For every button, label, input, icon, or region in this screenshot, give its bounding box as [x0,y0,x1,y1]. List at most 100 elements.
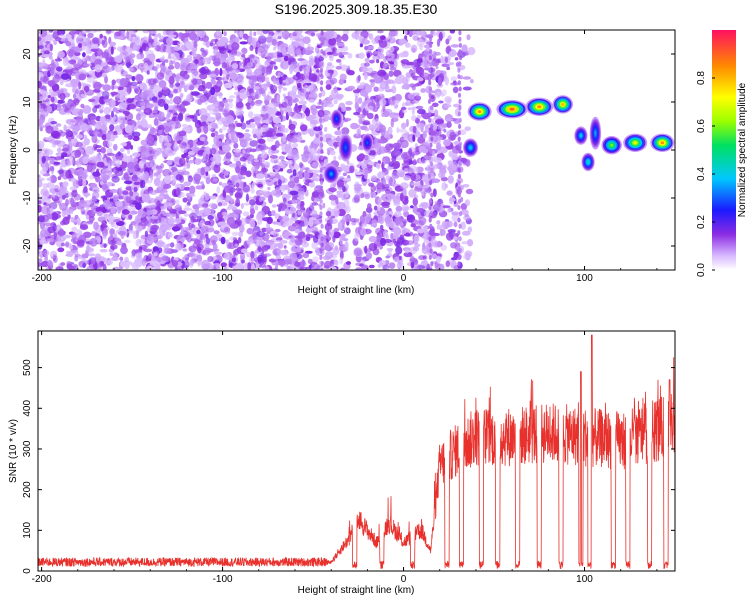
heatmap-noise-cell [307,169,316,174]
heatmap-noise-cell [275,172,280,178]
heatmap-noise-cell [203,125,209,134]
heatmap-noise-cell [367,161,375,166]
heatmap-noise-cell [41,156,46,164]
heatmap-noise-cell [62,181,69,188]
heatmap-noise-cell [66,208,75,213]
heatmap-noise-cell [391,37,395,41]
heatmap-noise-cell [156,45,162,52]
heatmap-noise-cell [246,72,252,77]
heatmap-noise-cell [46,105,53,113]
heatmap-noise-cell [56,99,65,104]
heatmap-noise-cell [231,257,237,263]
heatmap-noise-cell [325,210,332,217]
heatmap-noise-cell [65,41,71,47]
heatmap-noise-cell [272,106,277,115]
heatmap-noise-cell [119,256,124,261]
heatmap-noise-cell [253,233,257,238]
heatmap-noise-cell [435,91,441,99]
heatmap-noise-cell [231,69,240,73]
heatmap-noise-cell [98,108,104,114]
heatmap-noise-cell [202,57,211,65]
heatmap-noise-cell [185,43,191,48]
heatmap-noise-cell [78,73,86,81]
heatmap-noise-cell [51,175,57,184]
heatmap-noise-cell [156,234,163,239]
heatmap-noise-cell [298,100,308,105]
heatmap-noise-cell [410,44,418,53]
heatmap-noise-cell [152,114,160,118]
heatmap-noise-cell [175,199,180,206]
heatmap-noise-cell [280,60,289,70]
heatmap-noise-cell [113,219,121,223]
heatmap-noise-cell [254,250,259,254]
heatmap-noise-cell [249,219,256,228]
heatmap-noise-cell [422,226,428,230]
heatmap-noise-cell [376,188,386,192]
heatmap-noise-cell [97,216,106,223]
heatmap-noise-cell [306,116,313,122]
heatmap-noise-cell [216,234,223,238]
heatmap-noise-cell [136,74,144,82]
heatmap-noise-cell [450,76,458,82]
heatmap-noise-cell [239,156,247,162]
heatmap-noise-cell [57,236,66,242]
heatmap-noise-cell [173,133,180,142]
heatmap-noise-cell [278,126,283,133]
heatmap-noise-cell [201,80,206,89]
heatmap-noise-cell [71,190,78,198]
heatmap-noise-cell [102,264,107,270]
heatmap-noise-cell [262,256,267,263]
heatmap-noise-cell [61,186,68,191]
heatmap-noise-cell [141,119,148,128]
heatmap-noise-cell [271,204,277,208]
heatmap-noise-cell [313,65,318,69]
heatmap-noise-cell [386,58,392,62]
heatmap-noise-cell [115,36,124,40]
heatmap-noise-cell [410,182,417,186]
heatmap-noise-cell [181,170,190,176]
heatmap-noise-cell [385,188,391,195]
heatmap-noise-cell [377,139,387,144]
heatmap-noise-cell [225,239,230,245]
heatmap-noise-cell [83,192,91,197]
heatmap-noise-cell [199,211,203,215]
heatmap-noise-cell [143,144,151,152]
heatmap-noise-cell [109,228,115,235]
heatmap-noise-cell [275,187,281,192]
heatmap-noise-cell [412,197,418,207]
heatmap-noise-cell [176,103,181,111]
heatmap-noise-cell [354,171,363,175]
heatmap-noise-cell [254,59,258,65]
heatmap-noise-cell [200,225,209,234]
heatmap-noise-cell [232,237,238,241]
heatmap-noise-cell [275,237,283,241]
heatmap-noise-cell [254,93,259,100]
heatmap-noise-cell [78,168,84,175]
heatmap-noise-cell [86,76,96,83]
heatmap-noise-cell [114,64,123,73]
heatmap-noise-cell [309,225,316,232]
heatmap-noise-cell [40,125,46,128]
heatmap-noise-cell [101,61,107,67]
heatmap-noise-cell [201,259,210,269]
heatmap-noise-cell [391,85,397,94]
heatmap-noise-cell [167,231,173,238]
heatmap-noise-cell [109,41,117,47]
heatmap-noise-cell [210,207,215,217]
heatmap-noise-cell [214,216,219,221]
heatmap-noise-cell [103,199,109,208]
heatmap-noise-cell [242,149,246,154]
heatmap-noise-cell [220,236,226,245]
heatmap-noise-cell [345,190,349,198]
heatmap-noise-cell [88,215,95,222]
heatmap-noise-cell [447,175,454,184]
heatmap-noise-cell [447,208,452,214]
heatmap-noise-cell [70,106,76,113]
heatmap-noise-cell [276,94,281,103]
heatmap-noise-cell [122,119,131,125]
heatmap-noise-cell [187,65,191,74]
heatmap-noise-cell [273,58,282,63]
heatmap-noise-cell [187,175,193,183]
heatmap-noise-cell [445,232,454,241]
